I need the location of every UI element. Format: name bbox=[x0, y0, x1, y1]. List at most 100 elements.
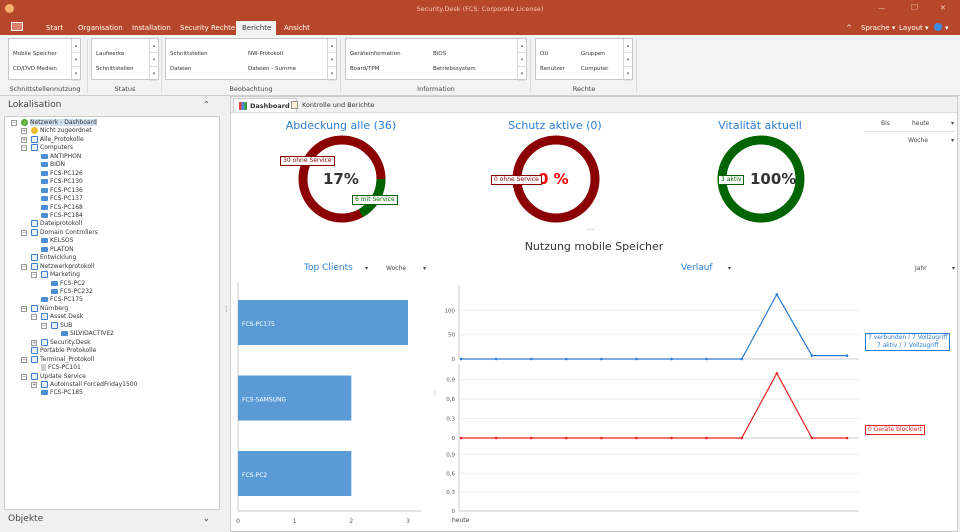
tree-node[interactable]: FCS-PC137 bbox=[41, 195, 83, 203]
tree-node[interactable]: Nicht zugeordnet bbox=[31, 127, 92, 135]
location-tree[interactable]: − Netzwerk - Dashboard + Nicht zugeordnet + A… bbox=[4, 116, 220, 510]
ribbon-item[interactable]: Board/TPM bbox=[350, 66, 380, 72]
collapse-icon[interactable]: − bbox=[21, 373, 27, 380]
tree-node[interactable]: Computers bbox=[31, 144, 73, 152]
tree-node[interactable]: FCS-PC184 bbox=[41, 212, 83, 220]
ribbon-item[interactable]: BIOS bbox=[433, 51, 447, 57]
ribbon-item[interactable]: Geräteinformation bbox=[350, 51, 401, 57]
tree-node[interactable]: Asset.Desk bbox=[41, 313, 83, 321]
layout-menu[interactable]: Layout ▾ bbox=[899, 24, 929, 32]
ribbon-item[interactable]: Dateien bbox=[170, 66, 192, 72]
tab-installation[interactable]: Installation bbox=[132, 24, 171, 32]
tab-start[interactable]: Start bbox=[46, 24, 64, 32]
objekte-header[interactable]: Objekte bbox=[8, 514, 44, 524]
ribbon-item[interactable]: Betriebssystem bbox=[433, 66, 476, 72]
ribbon-item[interactable]: CD/DVD Medien bbox=[13, 66, 57, 72]
collapse-icon[interactable]: − bbox=[11, 120, 17, 126]
app-menu-button[interactable] bbox=[11, 22, 23, 31]
splitter-handle[interactable]: ⋮ bbox=[432, 390, 438, 397]
tree-node[interactable]: FCS-PC168 bbox=[41, 204, 83, 212]
tree-node[interactable]: ANTIPHON bbox=[41, 153, 81, 161]
tree-node[interactable]: FCS-PC130 bbox=[41, 178, 83, 186]
tree-node[interactable]: FCS-PC126 bbox=[41, 170, 83, 178]
tree-node[interactable]: Netzwerkprotokoll bbox=[31, 262, 94, 271]
ribbon-item[interactable]: Laufwerke bbox=[96, 51, 125, 57]
gallery-scroll[interactable]: ▴ ▾ ▾ bbox=[149, 39, 158, 81]
tree-node[interactable]: FCS-PC2 bbox=[51, 280, 85, 288]
expand-icon[interactable]: + bbox=[21, 136, 27, 143]
collapse-icon[interactable]: − bbox=[21, 229, 27, 236]
collapse-icon[interactable]: − bbox=[21, 263, 27, 270]
bar-label: FCS-PC2 bbox=[242, 472, 267, 479]
tab-organisation[interactable]: Organisation bbox=[78, 24, 123, 32]
tree-node[interactable]: FCS-PC175 bbox=[41, 296, 83, 304]
tree-node[interactable]: AutoInstall ForcedFriday1500 bbox=[41, 380, 137, 389]
period-dropdown[interactable]: Woche ▾ bbox=[908, 137, 954, 144]
tab-security-rechte[interactable]: Security Rechte bbox=[180, 24, 236, 32]
ribbon-item[interactable]: Computer bbox=[581, 66, 609, 72]
tree-node[interactable]: Domain Controllers bbox=[31, 228, 98, 237]
collapse-icon[interactable]: − bbox=[21, 145, 27, 152]
tree-node[interactable]: FCS-PC185 bbox=[41, 389, 83, 397]
ribbon-item[interactable]: Gruppen bbox=[581, 51, 605, 57]
top-clients-menu-icon[interactable]: ▾ bbox=[365, 265, 369, 272]
collapse-panel-button[interactable]: ⌃ bbox=[203, 100, 210, 109]
ribbon-item[interactable]: Mobile Speicher bbox=[13, 51, 57, 57]
ribbon-item[interactable]: Schnittstellen bbox=[96, 66, 134, 72]
dropdown-value: heute bbox=[912, 120, 930, 127]
splitter-handle[interactable]: ⋮ bbox=[223, 305, 230, 313]
tree-node[interactable]: FCS-PC136 bbox=[41, 187, 83, 195]
tree-node[interactable]: FCS-PC232 bbox=[51, 288, 93, 296]
collapse-icon[interactable]: − bbox=[31, 314, 37, 321]
tree-node[interactable]: Alle_Protokolle bbox=[31, 135, 84, 144]
close-button[interactable]: ✕ bbox=[940, 4, 946, 12]
tree-node[interactable]: Marketing bbox=[41, 271, 80, 279]
ribbon-item[interactable]: Benutzer bbox=[540, 66, 565, 72]
help-icon[interactable] bbox=[934, 23, 942, 31]
more-handle[interactable]: ..... bbox=[587, 226, 595, 232]
gallery-scroll[interactable]: ▴ ▾ ▾ bbox=[71, 39, 80, 81]
tree-node[interactable]: Netzwerk - Dashboard bbox=[21, 119, 97, 127]
sprache-menu[interactable]: Sprache ▾ bbox=[861, 24, 896, 32]
collapse-ribbon-button[interactable]: ^ bbox=[846, 24, 852, 32]
tree-node[interactable]: KELSOS bbox=[41, 237, 73, 245]
verlauf-menu-icon[interactable]: ▾ bbox=[728, 265, 732, 272]
maximize-button[interactable]: ☐ bbox=[911, 3, 919, 12]
minimize-button[interactable]: — bbox=[878, 4, 885, 12]
collapse-icon[interactable]: − bbox=[31, 272, 37, 279]
tree-node[interactable]: Entwicklung bbox=[31, 254, 76, 262]
expand-icon[interactable]: + bbox=[21, 128, 27, 135]
tree-node[interactable]: Dateiprotokoll bbox=[31, 220, 82, 228]
gallery-scroll[interactable]: ▴ ▾ ▾ bbox=[517, 39, 526, 81]
tree-node[interactable]: SUB bbox=[51, 321, 72, 330]
tab-berichte[interactable]: Berichte bbox=[236, 21, 276, 35]
tree-node[interactable]: FCS-PC101 bbox=[41, 364, 81, 372]
main-panel: Dashboard Kontrolle und Berichte Abdecku… bbox=[230, 96, 958, 532]
collapse-icon[interactable]: − bbox=[41, 322, 47, 329]
collapse-icon[interactable]: − bbox=[21, 356, 27, 363]
tree-node[interactable]: Terminal_Protokoll bbox=[31, 355, 94, 364]
verlauf-period-dropdown[interactable]: Jahr ▾ bbox=[915, 265, 955, 272]
tab-kontrolle-und-berichte[interactable]: Kontrolle und Berichte bbox=[286, 98, 380, 112]
tree-node[interactable]: Security.Desk bbox=[41, 338, 91, 347]
tree-node[interactable]: PLATON bbox=[41, 246, 74, 254]
expand-icon[interactable]: + bbox=[31, 381, 37, 388]
expand-panel-button[interactable]: ⌄ bbox=[203, 514, 210, 523]
ribbon-item[interactable]: OU bbox=[540, 51, 549, 57]
tree-node[interactable]: SILVIDACTIVE2 bbox=[61, 330, 114, 338]
top-clients-period-dropdown[interactable]: Woche ▾ bbox=[386, 265, 426, 272]
tree-node[interactable]: BIDN bbox=[41, 161, 65, 169]
tree-node[interactable]: Nürnberg bbox=[31, 304, 68, 313]
gallery-scroll[interactable]: ▴ ▾ ▾ bbox=[327, 39, 336, 81]
tree-node[interactable]: Update Service bbox=[31, 372, 86, 381]
ribbon-item[interactable]: Dateien - Summe bbox=[248, 66, 297, 72]
expand-icon[interactable]: + bbox=[31, 339, 37, 346]
help-menu[interactable]: ▾ bbox=[945, 24, 949, 32]
ribbon-item[interactable]: Schnittstellen bbox=[170, 51, 208, 57]
bis-dropdown[interactable]: heute ▾ bbox=[912, 120, 954, 127]
tree-node[interactable]: Portable Protokolle bbox=[31, 347, 96, 355]
collapse-icon[interactable]: − bbox=[21, 305, 27, 312]
tab-ansicht[interactable]: Ansicht bbox=[284, 24, 310, 32]
ribbon-item[interactable]: NW-Protokoll bbox=[248, 51, 283, 57]
gallery-scroll[interactable]: ▴ ▾ ▾ bbox=[623, 39, 632, 81]
